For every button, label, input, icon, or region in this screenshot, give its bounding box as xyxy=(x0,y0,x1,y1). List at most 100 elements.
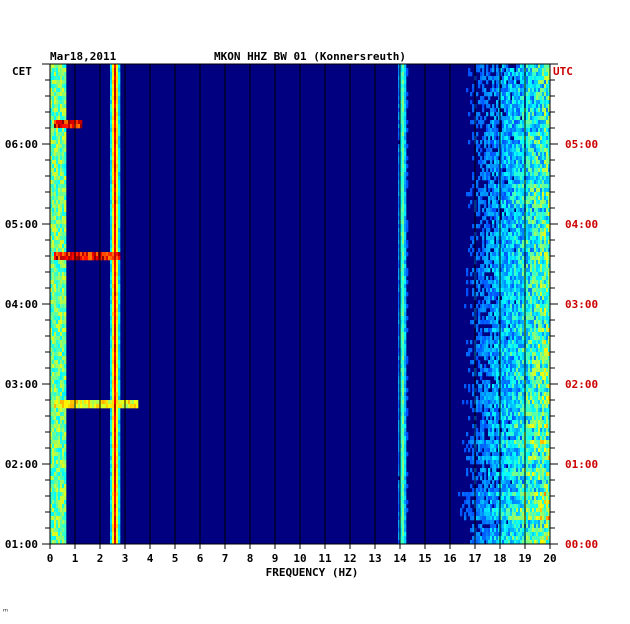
heatmap-cell xyxy=(532,188,535,193)
heatmap-cell xyxy=(490,436,493,441)
heatmap-cell xyxy=(520,72,523,77)
heatmap-cell xyxy=(118,444,121,449)
heatmap-cell xyxy=(522,276,525,281)
heatmap-cell xyxy=(118,424,121,429)
heatmap-cell xyxy=(516,92,519,97)
heatmap-cell xyxy=(494,340,497,345)
heatmap-cell xyxy=(502,388,505,393)
heatmap-cell xyxy=(56,116,59,121)
heatmap-cell xyxy=(494,348,497,353)
heatmap-cell xyxy=(522,392,525,397)
heatmap-cell xyxy=(116,84,119,89)
heatmap-cell xyxy=(402,124,405,129)
heatmap-cell xyxy=(488,420,491,425)
heatmap-cell xyxy=(398,368,401,373)
heatmap-cell xyxy=(402,296,405,301)
heatmap-cell xyxy=(530,156,533,161)
heatmap-cell xyxy=(494,400,497,405)
heatmap-cell xyxy=(402,260,405,265)
heatmap-cell xyxy=(518,364,521,369)
heatmap-cell xyxy=(542,408,545,413)
heatmap-cell xyxy=(50,340,53,345)
heatmap-cell xyxy=(56,420,59,425)
heatmap-cell xyxy=(496,160,499,165)
heatmap-cell xyxy=(400,400,403,405)
heatmap-cell xyxy=(512,280,515,285)
heatmap-cell xyxy=(518,428,521,433)
heatmap-cell xyxy=(510,148,513,153)
heatmap-cell xyxy=(56,84,59,89)
heatmap-cell xyxy=(502,196,505,201)
heatmap-cell xyxy=(54,72,57,77)
heatmap-cell xyxy=(540,360,543,365)
heatmap-cell xyxy=(62,320,65,325)
heatmap-cell xyxy=(58,184,61,189)
heatmap-cell xyxy=(62,336,65,341)
heatmap-cell xyxy=(112,304,115,309)
heatmap-cell xyxy=(500,116,503,121)
heatmap-cell xyxy=(508,352,511,357)
heatmap-cell xyxy=(518,160,521,165)
heatmap-cell xyxy=(50,276,53,281)
heatmap-cell xyxy=(496,272,499,277)
heatmap-cell xyxy=(540,172,543,177)
heatmap-cell xyxy=(508,120,511,125)
heatmap-cell xyxy=(60,436,63,441)
heatmap-cell xyxy=(528,184,531,189)
heatmap-cell xyxy=(494,192,497,197)
heatmap-cell xyxy=(548,92,551,97)
heatmap-cell xyxy=(478,372,481,377)
heatmap-cell xyxy=(510,228,513,233)
heatmap-cell xyxy=(478,352,481,357)
heatmap-cell xyxy=(540,64,543,69)
heatmap-cell xyxy=(546,256,549,261)
heatmap-cell xyxy=(64,140,67,145)
heatmap-cell xyxy=(496,140,499,145)
heatmap-cell xyxy=(544,68,547,73)
heatmap-cell xyxy=(538,396,541,401)
heatmap-cell xyxy=(112,144,115,149)
heatmap-cell xyxy=(502,380,505,385)
heatmap-cell xyxy=(494,108,497,113)
heatmap-cell xyxy=(56,108,59,113)
heatmap-cell xyxy=(530,368,533,373)
heatmap-cell xyxy=(470,340,473,345)
heatmap-cell xyxy=(110,352,113,357)
heatmap-cell xyxy=(504,336,507,341)
heatmap-cell xyxy=(470,272,473,277)
heatmap-cell xyxy=(516,296,519,301)
heatmap-cell xyxy=(500,144,503,149)
heatmap-cell xyxy=(54,324,57,329)
heatmap-cell xyxy=(472,312,475,317)
heatmap-cell xyxy=(472,248,475,253)
heatmap-cell xyxy=(402,216,405,221)
heatmap-cell xyxy=(536,116,539,121)
heatmap-cell xyxy=(540,400,543,405)
heatmap-cell xyxy=(112,372,115,377)
heatmap-cell xyxy=(490,316,493,321)
heatmap-cell xyxy=(466,432,469,437)
heatmap-cell xyxy=(110,356,113,361)
heatmap-cell xyxy=(534,112,537,117)
heatmap-cell xyxy=(398,288,401,293)
heatmap-cell xyxy=(544,344,547,349)
heatmap-cell xyxy=(118,432,121,437)
heatmap-cell xyxy=(502,360,505,365)
heatmap-cell xyxy=(58,176,61,181)
heatmap-cell xyxy=(400,64,403,69)
heatmap-cell xyxy=(526,92,529,97)
heatmap-cell xyxy=(540,140,543,145)
heatmap-cell xyxy=(500,232,503,237)
heatmap-cell xyxy=(530,436,533,441)
heatmap-cell xyxy=(400,368,403,373)
heatmap-cell xyxy=(512,396,515,401)
heatmap-cell xyxy=(536,100,539,105)
heatmap-cell xyxy=(404,424,407,429)
heatmap-cell xyxy=(546,308,549,313)
heatmap-cell xyxy=(488,300,491,305)
heatmap-cell xyxy=(52,344,55,349)
heatmap-cell xyxy=(532,316,535,321)
heatmap-cell xyxy=(506,156,509,161)
heatmap-cell xyxy=(522,192,525,197)
heatmap-cell xyxy=(498,116,501,121)
